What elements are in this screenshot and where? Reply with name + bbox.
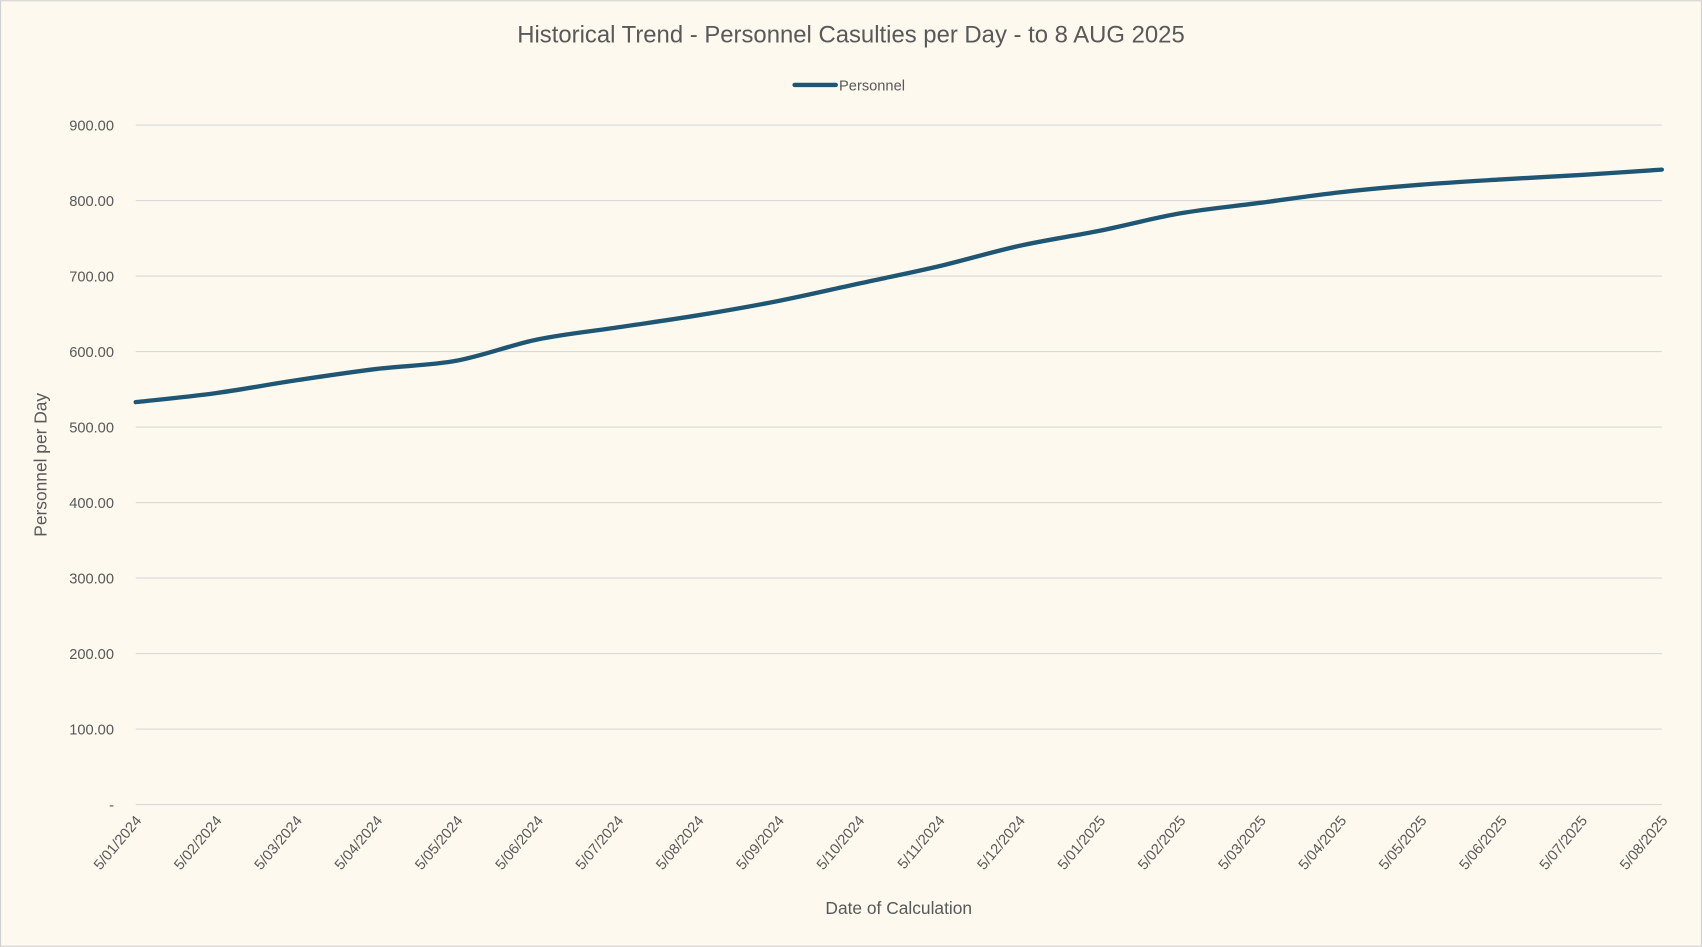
legend: Personnel	[792, 78, 905, 94]
y-tick-label: 800.00	[69, 194, 114, 210]
y-tick-label: 500.00	[69, 420, 114, 436]
y-tick-label: 700.00	[69, 269, 114, 285]
y-tick-label: 400.00	[69, 496, 114, 512]
chart-title: Historical Trend - Personnel Casulties p…	[517, 22, 1184, 49]
y-tick-label: 600.00	[69, 345, 114, 361]
y-tick-label: -	[109, 798, 114, 814]
y-tick-label: 900.00	[69, 118, 114, 134]
x-axis-label: Date of Calculation	[825, 898, 972, 918]
series-line-personnel	[133, 167, 1665, 405]
y-axis-label: Personnel per Day	[31, 393, 51, 537]
y-tick-label: 200.00	[69, 647, 114, 663]
legend-label-personnel: Personnel	[839, 78, 905, 94]
y-tick-label: 100.00	[69, 722, 114, 738]
y-tick-label: 300.00	[69, 571, 114, 587]
